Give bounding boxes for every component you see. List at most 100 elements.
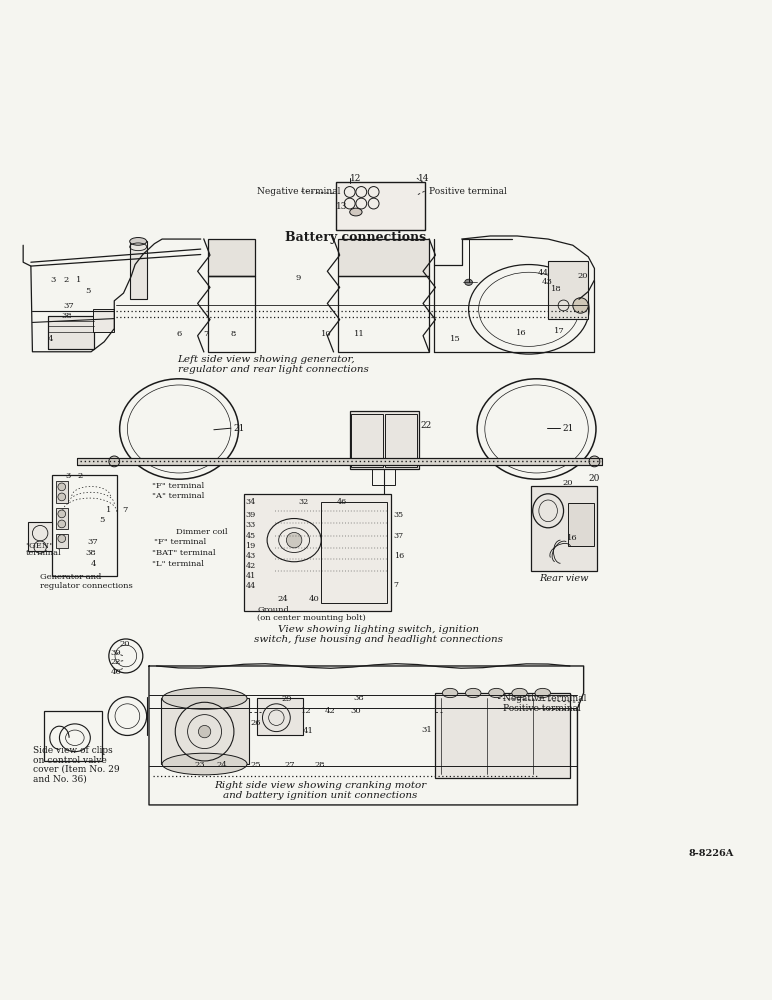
Text: 21: 21 <box>562 424 574 433</box>
Text: 7: 7 <box>203 330 208 338</box>
Ellipse shape <box>162 688 247 709</box>
Text: 42: 42 <box>324 707 335 715</box>
Text: 44: 44 <box>538 269 549 277</box>
Bar <box>77 458 602 465</box>
Bar <box>44 711 102 761</box>
Text: 22: 22 <box>421 421 432 430</box>
Text: Side view of clips: Side view of clips <box>33 746 113 755</box>
Bar <box>93 309 114 332</box>
Ellipse shape <box>162 753 247 775</box>
Circle shape <box>58 483 66 491</box>
Bar <box>568 503 594 546</box>
Text: Negative terminal: Negative terminal <box>503 694 587 703</box>
Text: 2: 2 <box>78 472 83 480</box>
Text: 5: 5 <box>99 516 104 524</box>
Ellipse shape <box>130 238 147 245</box>
Text: 37: 37 <box>394 532 404 540</box>
Text: "GEN": "GEN" <box>25 542 54 550</box>
Text: Rear view: Rear view <box>539 574 588 583</box>
Text: 32: 32 <box>299 498 309 506</box>
Bar <box>384 414 417 467</box>
Bar <box>130 241 147 299</box>
Bar <box>257 698 303 735</box>
Text: 20: 20 <box>562 479 573 487</box>
Bar <box>208 239 255 276</box>
Text: 37: 37 <box>87 538 98 546</box>
Text: terminal: terminal <box>25 549 61 557</box>
Bar <box>244 494 391 611</box>
Text: Positive terminal: Positive terminal <box>503 704 581 713</box>
Text: 20: 20 <box>577 272 588 280</box>
Text: 34: 34 <box>245 498 256 506</box>
Bar <box>56 508 68 529</box>
Text: 7: 7 <box>394 581 398 589</box>
Text: Ground: Ground <box>257 606 289 614</box>
Text: 6: 6 <box>176 330 181 338</box>
Text: cover (Item No. 29: cover (Item No. 29 <box>33 765 120 774</box>
Text: 7: 7 <box>122 506 127 514</box>
Text: 38: 38 <box>85 549 96 557</box>
Text: "L" terminal: "L" terminal <box>152 560 204 568</box>
Text: 39: 39 <box>245 511 256 519</box>
Text: 30: 30 <box>350 707 361 715</box>
Text: 27: 27 <box>285 761 296 769</box>
Bar <box>48 316 94 349</box>
Text: 24: 24 <box>278 595 289 603</box>
Circle shape <box>589 456 600 467</box>
Ellipse shape <box>286 532 302 548</box>
Bar <box>208 276 255 352</box>
Text: 31: 31 <box>422 726 432 734</box>
Text: "F" terminal: "F" terminal <box>152 482 205 490</box>
Text: 1: 1 <box>106 506 111 514</box>
Text: 22: 22 <box>110 658 121 666</box>
Text: 46: 46 <box>337 498 347 506</box>
Text: 23: 23 <box>195 761 205 769</box>
Text: 15: 15 <box>450 335 461 343</box>
Text: "A" terminal: "A" terminal <box>152 492 205 500</box>
Text: 41: 41 <box>303 727 313 735</box>
Bar <box>338 276 429 352</box>
Bar <box>52 475 117 576</box>
Bar <box>531 486 597 571</box>
Text: "F" terminal: "F" terminal <box>154 538 207 546</box>
Text: 8: 8 <box>231 330 236 338</box>
Bar <box>336 182 425 230</box>
Bar <box>372 469 395 485</box>
Text: View showing lighting switch, ignition: View showing lighting switch, ignition <box>278 625 479 634</box>
Text: 37: 37 <box>63 302 74 310</box>
Ellipse shape <box>465 279 472 285</box>
Text: 21: 21 <box>233 424 245 433</box>
Text: 10: 10 <box>321 330 332 338</box>
Text: regulator and rear light connections: regulator and rear light connections <box>178 365 368 374</box>
Ellipse shape <box>489 688 504 698</box>
Text: 26: 26 <box>250 719 261 727</box>
Text: 29: 29 <box>282 695 293 703</box>
Text: Generator and: Generator and <box>40 573 102 581</box>
Circle shape <box>573 298 588 313</box>
Text: Dimmer coil: Dimmer coil <box>176 528 228 536</box>
Ellipse shape <box>350 208 362 216</box>
Text: 19: 19 <box>245 542 256 550</box>
Text: 40: 40 <box>110 668 121 676</box>
Text: 1: 1 <box>76 276 81 284</box>
Bar <box>350 411 419 469</box>
Text: 8-8226A: 8-8226A <box>688 849 733 858</box>
Text: 20: 20 <box>588 474 600 483</box>
Text: 16: 16 <box>516 329 527 337</box>
Text: 2: 2 <box>63 276 69 284</box>
Ellipse shape <box>442 688 458 698</box>
Text: 12: 12 <box>350 174 361 183</box>
Text: 4: 4 <box>91 560 96 568</box>
Bar <box>548 261 588 319</box>
Text: 24: 24 <box>216 761 227 769</box>
Text: 35: 35 <box>394 511 404 519</box>
Text: Left side view showing generator,: Left side view showing generator, <box>178 355 355 364</box>
Text: 14: 14 <box>418 174 430 183</box>
Text: 13: 13 <box>336 202 347 211</box>
Bar <box>321 502 387 603</box>
Text: Negative terminal: Negative terminal <box>257 187 340 196</box>
Text: 42: 42 <box>245 562 256 570</box>
Text: 33: 33 <box>245 521 256 529</box>
Text: Positive terminal: Positive terminal <box>429 187 507 196</box>
Circle shape <box>58 493 66 501</box>
